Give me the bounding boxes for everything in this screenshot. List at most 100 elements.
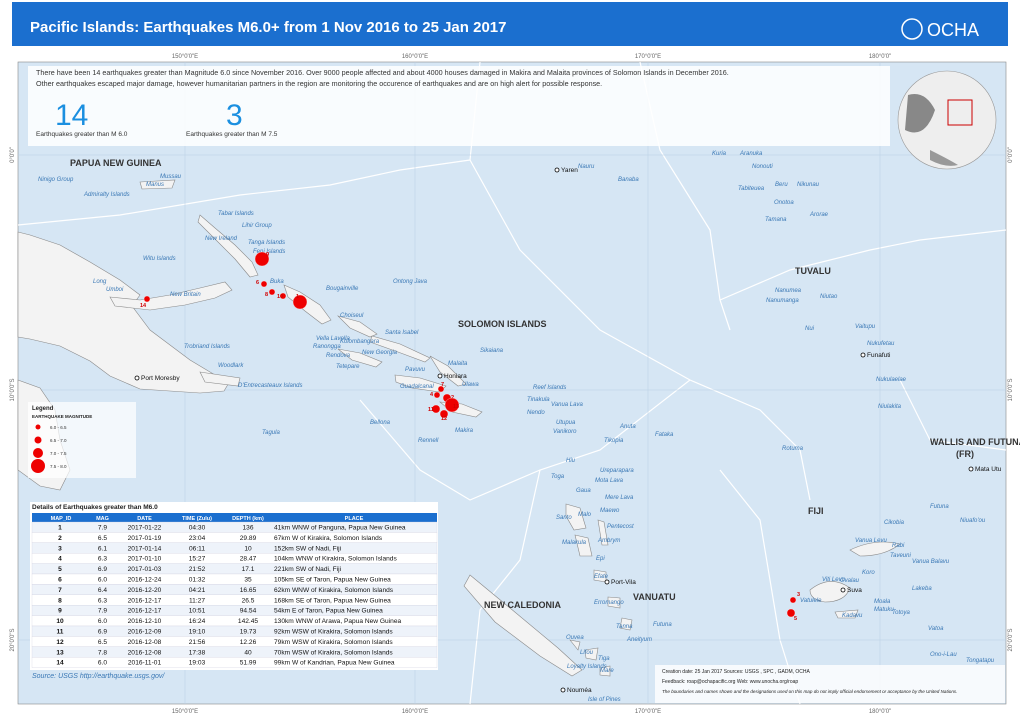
column-header: MAG	[96, 516, 109, 522]
table-cell: 28.47	[240, 556, 257, 563]
coordinates: 150°0'0"E150°0'0"E160°0'0"E160°0'0"E170°…	[10, 54, 1014, 715]
place-label: Onotoa	[774, 200, 794, 206]
table-cell: 7.9	[98, 525, 107, 532]
capital-label: Suva	[847, 587, 862, 594]
earthquake-marker	[254, 251, 270, 267]
latitude-label: 20°0'0"S	[10, 628, 16, 651]
table-cell: 62km WNW of Kirakira, Solomon Islands	[274, 587, 394, 594]
place-label: Nendo	[527, 410, 545, 416]
earthquake-marker	[789, 596, 797, 604]
earthquake-label: 14	[140, 303, 147, 309]
legend-label: 6.0 - 6.5	[50, 425, 67, 430]
earthquake-marker	[143, 295, 151, 303]
capital-label: Mata Utu	[975, 466, 1002, 473]
table-cell: 11:27	[189, 597, 205, 604]
table-cell: 6.1	[98, 545, 107, 552]
places: PAPUA NEW GUINEA SOLOMON ISLANDS TUVALU VAN…	[38, 151, 1020, 703]
table-cell: 6.3	[98, 597, 107, 604]
table-cell: 19:03	[189, 660, 206, 667]
table-cell: 2017-01-03	[128, 566, 162, 573]
table-cell: 7	[58, 587, 62, 594]
place-label: Admiralty Islands	[83, 192, 130, 198]
longitude-label: 160°0'0"E	[402, 709, 428, 715]
place-label: Tagula	[262, 430, 280, 436]
place-label: New Britain	[170, 292, 201, 298]
table-cell: 94.54	[240, 608, 257, 615]
table-cell: 6.9	[98, 629, 107, 636]
place-label: Aneityum	[626, 637, 652, 643]
header-bar	[12, 2, 1008, 46]
table-cell: 2	[58, 535, 62, 542]
place-label: Beru	[775, 182, 788, 188]
legend-subtitle: EARTHQUAKE MAGNITUDE	[32, 414, 92, 419]
place-label: Pentecost	[607, 524, 634, 530]
intro-line: There have been 14 earthquakes greater t…	[36, 68, 729, 77]
place-label: Vanikoro	[553, 429, 577, 435]
place-label: Ono-i-Lau	[930, 652, 957, 658]
place-label: Ninigo Group	[38, 177, 74, 183]
table-cell: 10:51	[189, 608, 206, 615]
table-cell: 136	[242, 525, 253, 532]
place-label: Matuku	[874, 607, 894, 613]
table-cell: 10	[56, 618, 64, 625]
place-label: Ouvea	[566, 635, 584, 641]
table-cell: 6.0	[98, 660, 107, 667]
place-label: Vatulele	[800, 598, 822, 604]
table-cell: 21:56	[189, 639, 206, 646]
table-cell: 6.5	[98, 639, 107, 646]
table-cell: 105km SE of Taron, Papua New Guinea	[274, 577, 391, 584]
table-cell: 130km WNW of Arawa, Papua New Guinea	[274, 618, 402, 625]
place-label: Nui	[805, 326, 815, 332]
place-label: Kolombangara	[340, 339, 380, 345]
place-label: Woodlark	[218, 363, 244, 369]
place-label: Viti Levu	[822, 577, 846, 583]
table-cell: 152km SW of Nadi, Fiji	[274, 545, 342, 552]
place-label: Vaitupu	[855, 324, 876, 330]
place-label: Trobriand Islands	[184, 344, 230, 350]
capital-label: Honiara	[444, 373, 467, 380]
table-cell: 6	[58, 577, 62, 584]
table-cell: 15:27	[189, 556, 206, 563]
latitude-label: 10°0'0"S	[10, 378, 16, 401]
table-cell: 2016-12-17	[128, 608, 162, 615]
earthquake-marker	[292, 294, 308, 310]
latitude-label: 0°0'0"	[10, 147, 16, 163]
place-label: Makira	[455, 428, 474, 434]
place-label: Long	[93, 279, 107, 285]
capital-marker	[560, 687, 566, 693]
earthquake-label: 8	[265, 292, 268, 298]
table-cell: 19:10	[189, 629, 206, 636]
earthquake-marker	[786, 608, 796, 618]
earthquake-marker	[279, 292, 287, 300]
table-cell: 6.5	[98, 535, 107, 542]
place-label: Hiu	[566, 458, 576, 464]
earthquake-label: 1	[296, 294, 299, 300]
place-label: Choiseul	[340, 313, 364, 319]
source: Source: USGS http://earthquake.usgs.gov/	[32, 673, 165, 680]
intro-line: Other earthquakes escaped major damage, …	[36, 79, 602, 88]
table-cell: 2016-12-24	[128, 577, 162, 584]
column-header: DATE	[137, 516, 152, 522]
place-label: Feni Islands	[253, 249, 285, 255]
earthquake-label: 9	[266, 252, 269, 258]
place-label: Erromango	[594, 600, 624, 606]
place-label: Mota Lava	[595, 478, 624, 484]
place-label: Nonouti	[752, 164, 773, 170]
earthquake-marker	[439, 409, 449, 419]
place-label: Rotuma	[782, 446, 804, 452]
table-cell: 9	[58, 608, 62, 615]
stat-value: 3	[226, 99, 243, 132]
table-cell: 142.45	[238, 618, 259, 625]
place-label: Niutao	[820, 294, 838, 300]
table-cell: 6.4	[98, 587, 107, 594]
place-label: Guadalcanal	[400, 384, 434, 390]
place-label: Nauru	[578, 164, 595, 170]
table-cell: 67km W of Kirakira, Solomon Islands	[274, 535, 383, 542]
latitude-label: 0°0'0"	[1008, 147, 1014, 163]
feedback: Feedback: roap@ochapacific.org Web: www.…	[662, 679, 798, 685]
column-header: DEPTH (km)	[232, 516, 264, 522]
table-cell: 4	[58, 556, 62, 563]
table-cell: 79km WSW of Kirakira, Solomon Islands	[274, 639, 393, 646]
place-label: D'Entrecasteaux Islands	[238, 383, 303, 389]
table-cell: 2016-12-20	[128, 587, 162, 594]
